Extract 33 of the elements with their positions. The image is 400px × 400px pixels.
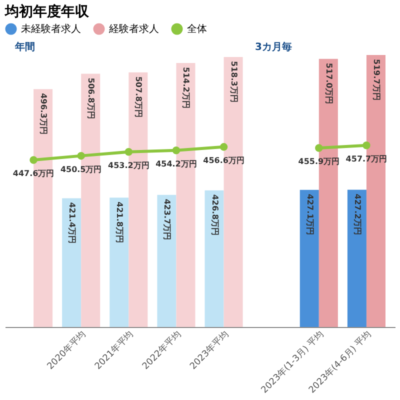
data-label: 453.2万円 <box>108 160 150 170</box>
data-label: 423.7万円 <box>162 198 172 240</box>
chart-title: 均初年度年収 <box>4 3 90 20</box>
data-label: 507.8万円 <box>134 76 144 118</box>
point <box>362 141 370 150</box>
data-label: 450.5万円 <box>60 164 102 174</box>
data-label: 421.4万円 <box>68 202 77 244</box>
point <box>124 148 133 156</box>
data-label: 454.2万円 <box>156 159 197 168</box>
data-label: 496.3万円 <box>39 93 48 134</box>
text: 3カ月毎 <box>255 41 292 53</box>
data-label: 517.0万円 <box>324 62 334 104</box>
legend-label: 経験者求人 <box>108 23 159 35</box>
data-label: 456.6万円 <box>203 156 244 165</box>
point <box>77 152 85 160</box>
data-label: 447.6万円 <box>12 169 54 178</box>
data-label: 427.2万円 <box>352 194 362 236</box>
data-label: 506.8万円 <box>86 78 96 120</box>
data-label: 519.7万円 <box>372 59 381 100</box>
data-label: 427.1万円 <box>305 194 314 236</box>
data-label: 518.3万円 <box>229 61 238 102</box>
point <box>220 143 228 151</box>
data-label: 455.9万円 <box>298 156 340 166</box>
data-label: 421.8万円 <box>115 202 124 243</box>
legend-label: 未経験者求人 <box>21 23 81 35</box>
data-label: 514.2万円 <box>182 67 191 108</box>
text: 年間 <box>14 41 35 53</box>
data-label: 426.8万円 <box>210 194 220 236</box>
point <box>30 156 38 164</box>
point <box>172 146 180 154</box>
point <box>315 144 323 152</box>
data-label: 457.7万円 <box>346 154 388 164</box>
legend-label: 全体 <box>187 23 207 35</box>
